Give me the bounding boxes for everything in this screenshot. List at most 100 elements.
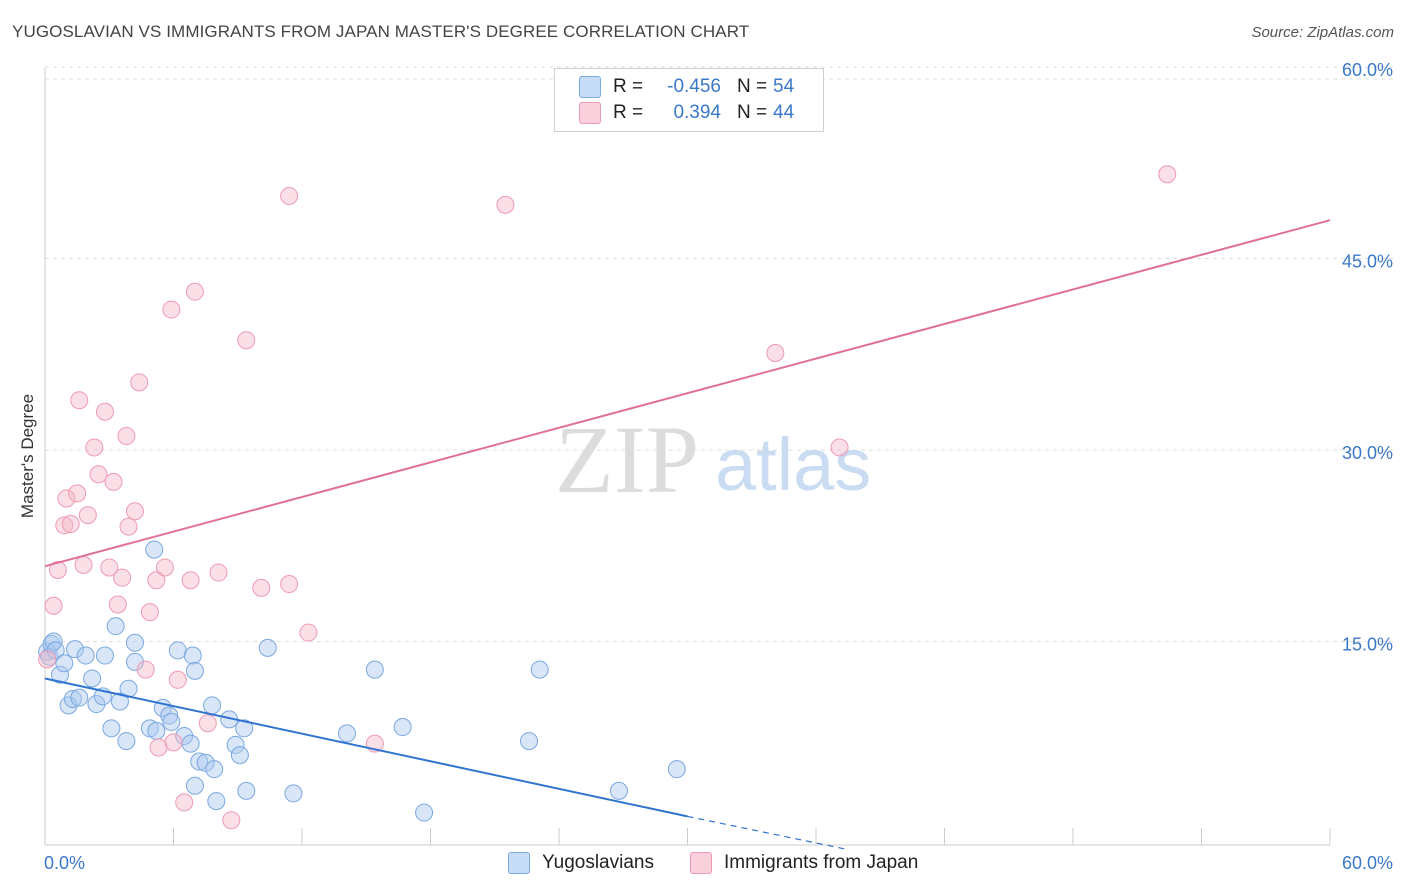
axes — [44, 68, 1331, 846]
stats-row-yugoslavians: R = -0.456 N = 54 — [579, 75, 794, 99]
japan-point — [130, 373, 149, 392]
yugoslavian-point — [609, 781, 628, 800]
japan-point — [95, 402, 114, 421]
japan-point — [155, 558, 174, 577]
japan-point — [89, 465, 108, 484]
yugoslavian-point — [226, 735, 245, 754]
watermark-atlas: atlas — [715, 423, 871, 506]
watermark-zip: ZIP — [555, 406, 699, 513]
japan-point — [168, 670, 187, 689]
yugoslavian-point — [230, 746, 249, 765]
japan-point — [766, 343, 785, 362]
legend-item-japan[interactable]: Immigrants from Japan — [690, 852, 918, 874]
japan-point — [496, 195, 515, 214]
yugoslavian-point — [207, 792, 226, 811]
japan-point — [68, 484, 87, 503]
japan-point — [61, 515, 80, 534]
gridlines — [45, 66, 1395, 642]
x-tick-label: 60.0% — [1342, 853, 1393, 873]
japan-point — [119, 517, 138, 536]
japan-point — [175, 793, 194, 812]
yugoslavian-point — [76, 646, 95, 665]
yugoslavian-point — [87, 695, 106, 714]
japan-point — [38, 650, 57, 669]
japan-point — [55, 516, 74, 535]
y-tick-label: 45.0% — [1342, 252, 1393, 272]
yugoslavian-point — [110, 692, 129, 711]
japan-point — [162, 300, 181, 319]
japan-point — [117, 426, 136, 445]
n-value: 44 — [773, 102, 795, 123]
yugoslavian-point — [50, 665, 69, 684]
japan-point — [78, 506, 97, 525]
japan-point — [48, 561, 67, 580]
legend-item-yugoslavians[interactable]: Yugoslavians — [508, 852, 654, 874]
r-label: R = — [613, 102, 644, 123]
japan-point — [149, 738, 168, 757]
yugoslavian-point — [365, 660, 384, 679]
yugoslavian-point — [175, 726, 194, 745]
legend-swatch-blue — [579, 76, 601, 98]
japan-point — [108, 595, 127, 614]
japan-point — [104, 472, 123, 491]
chart-title: YUGOSLAVIAN VS IMMIGRANTS FROM JAPAN MAS… — [12, 22, 750, 41]
yugoslavian-point — [415, 803, 434, 822]
yugoslavian-point — [181, 734, 200, 753]
yugoslavian-point — [106, 617, 125, 636]
japan-point — [164, 733, 183, 752]
japan-point — [85, 438, 104, 457]
n-value: 54 — [773, 76, 795, 97]
yugoslavian-point — [667, 760, 686, 779]
yugoslavian-trend-line — [44, 677, 688, 818]
n-label: N = — [737, 102, 768, 123]
yugoslavian-point — [237, 781, 256, 800]
yugoslavian-point — [44, 632, 63, 651]
yugoslavian-point — [145, 540, 164, 559]
japan-point — [44, 596, 63, 615]
japan-point — [136, 660, 155, 679]
yugoslavian-point — [162, 712, 181, 731]
japan-point — [280, 186, 299, 205]
japan-point — [185, 282, 204, 301]
yugoslavian-point — [190, 752, 209, 771]
yugoslavian-point — [337, 724, 356, 743]
yugoslavian-point — [530, 660, 549, 679]
y-axis-label: Master's Degree — [18, 393, 37, 519]
japan-point — [100, 558, 119, 577]
japan-point — [1158, 165, 1177, 184]
tick-labels: 15.0% 30.0% 45.0% 60.0% 0.0% 60.0% — [44, 60, 1393, 873]
japan-point — [70, 391, 89, 410]
japan-point — [125, 502, 144, 521]
yugoslavian-point — [125, 633, 144, 652]
japan-point — [57, 489, 76, 508]
yugoslavian-trend-extension — [687, 815, 849, 851]
japan-point — [209, 563, 228, 582]
legend-swatch-pink — [579, 102, 601, 124]
japan-point — [147, 571, 166, 590]
y-tick-label: 30.0% — [1342, 443, 1393, 463]
legend-label: Immigrants from Japan — [724, 852, 919, 873]
yugoslavian-point — [160, 706, 179, 725]
japan-point — [280, 575, 299, 594]
yugoslavian-point — [63, 689, 82, 708]
japan-point — [299, 623, 318, 642]
stats-legend: R = -0.456 N = 54 R = 0.394 N = 44 — [554, 68, 824, 132]
japan-point — [140, 603, 159, 622]
yugoslavian-point — [205, 760, 224, 779]
yugoslavian-point — [235, 719, 254, 738]
yugoslavian-point — [393, 718, 412, 737]
japan-point — [181, 571, 200, 590]
yugoslavian-point — [55, 654, 74, 673]
yugoslavian-point — [284, 784, 303, 803]
japan-point — [830, 438, 849, 457]
yugoslavian-point — [70, 688, 89, 707]
data-points — [38, 165, 1177, 830]
legend-swatch-blue — [508, 852, 530, 874]
source-label: Source: ZipAtlas.com — [1251, 24, 1394, 41]
x-tick-label: 0.0% — [44, 853, 85, 873]
n-label: N = — [737, 76, 768, 97]
stats-row-japan: R = 0.394 N = 44 — [579, 101, 794, 125]
yugoslavian-point — [65, 640, 84, 659]
yugoslavian-point — [95, 646, 114, 665]
yugoslavian-point — [185, 661, 204, 680]
